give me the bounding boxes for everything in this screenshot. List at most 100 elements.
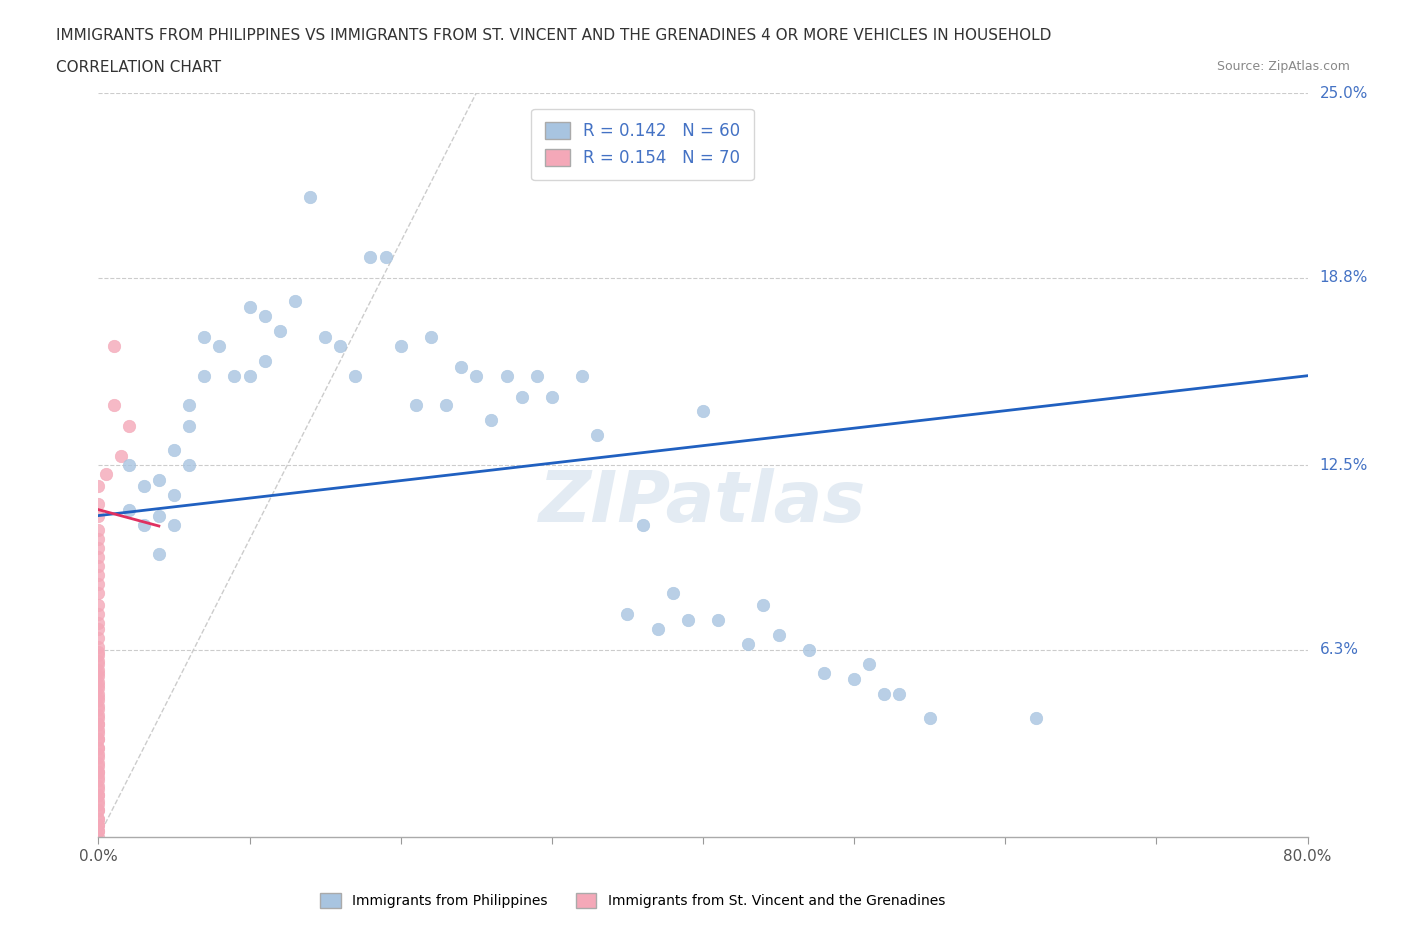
Point: [87, 716, 110, 731]
Point: [179, 458, 201, 472]
Point: [918, 711, 941, 725]
Point: [87, 577, 110, 591]
Point: [87, 746, 110, 761]
Point: [193, 329, 215, 344]
Point: [179, 418, 201, 433]
Point: [510, 389, 533, 404]
Point: [87, 567, 110, 582]
Point: [87, 675, 110, 690]
Point: [420, 329, 443, 344]
Point: [87, 817, 110, 832]
Text: Source: ZipAtlas.com: Source: ZipAtlas.com: [1216, 60, 1350, 73]
Point: [465, 368, 488, 383]
Point: [87, 711, 110, 725]
Point: [87, 678, 110, 693]
Point: [768, 627, 790, 642]
Point: [163, 443, 186, 458]
Point: [374, 249, 396, 264]
Point: [179, 398, 201, 413]
Point: [495, 368, 517, 383]
Point: [132, 517, 155, 532]
Point: [813, 666, 835, 681]
Point: [405, 398, 427, 413]
Point: [87, 690, 110, 705]
Point: [87, 740, 110, 755]
Point: [676, 612, 699, 627]
Point: [389, 339, 412, 353]
Point: [87, 508, 110, 523]
Point: [360, 249, 382, 264]
Point: [284, 294, 307, 309]
Point: [87, 779, 110, 794]
Point: [450, 359, 472, 374]
Point: [132, 478, 155, 493]
Point: [87, 616, 110, 631]
Point: [692, 404, 714, 418]
Point: [87, 812, 110, 827]
Point: [87, 788, 110, 803]
Point: [540, 389, 562, 404]
Point: [844, 671, 866, 686]
Point: [87, 550, 110, 565]
Point: [87, 523, 110, 538]
Point: [103, 398, 125, 413]
Point: [87, 731, 110, 746]
Point: [344, 368, 367, 383]
Point: [87, 645, 110, 660]
Point: [87, 631, 110, 645]
Point: [87, 794, 110, 809]
Point: [87, 708, 110, 723]
Point: [87, 773, 110, 788]
Point: [87, 740, 110, 755]
Text: CORRELATION CHART: CORRELATION CHART: [56, 60, 221, 75]
Legend: R = 0.142   N = 60, R = 0.154   N = 70: R = 0.142 N = 60, R = 0.154 N = 70: [531, 109, 754, 180]
Point: [87, 803, 110, 817]
Point: [87, 812, 110, 827]
Point: [1024, 711, 1046, 725]
Point: [253, 353, 276, 368]
Point: [87, 686, 110, 701]
Point: [87, 654, 110, 669]
Point: [87, 657, 110, 671]
Point: [526, 368, 548, 383]
Point: [87, 648, 110, 663]
Point: [87, 830, 110, 844]
Point: [87, 824, 110, 839]
Point: [586, 428, 609, 443]
Point: [239, 299, 262, 314]
Point: [737, 636, 759, 651]
Point: [163, 517, 186, 532]
Point: [87, 639, 110, 654]
Point: [87, 817, 110, 832]
Point: [208, 339, 231, 353]
Legend: Immigrants from Philippines, Immigrants from St. Vincent and the Grenadines: Immigrants from Philippines, Immigrants …: [315, 888, 950, 914]
Text: 6.3%: 6.3%: [1320, 642, 1358, 657]
Point: [87, 663, 110, 678]
Point: [87, 731, 110, 746]
Point: [314, 329, 336, 344]
Point: [87, 824, 110, 839]
Point: [224, 368, 246, 383]
Point: [87, 606, 110, 621]
Point: [87, 758, 110, 773]
Point: [118, 458, 141, 472]
Point: [87, 701, 110, 716]
Point: [148, 547, 170, 562]
Point: [87, 681, 110, 696]
Point: [87, 723, 110, 737]
Point: [87, 716, 110, 731]
Text: IMMIGRANTS FROM PHILIPPINES VS IMMIGRANTS FROM ST. VINCENT AND THE GRENADINES 4 : IMMIGRANTS FROM PHILIPPINES VS IMMIGRANT…: [56, 28, 1052, 43]
Point: [661, 586, 683, 601]
Point: [87, 698, 110, 713]
Point: [873, 686, 896, 701]
Point: [87, 764, 110, 779]
Point: [253, 309, 276, 324]
Point: [329, 339, 352, 353]
Point: [239, 368, 262, 383]
Point: [94, 467, 117, 482]
Text: 12.5%: 12.5%: [1320, 458, 1368, 472]
Point: [87, 597, 110, 612]
Point: [163, 487, 186, 502]
Point: [434, 398, 457, 413]
Point: [148, 508, 170, 523]
